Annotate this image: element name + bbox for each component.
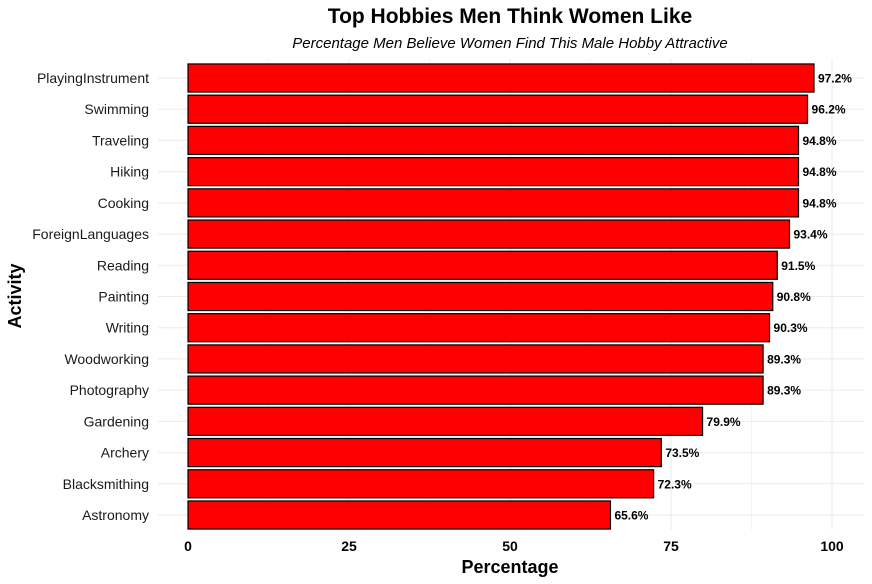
chart-subtitle: Percentage Men Believe Women Find This M… xyxy=(292,35,727,52)
value-label: 72.3% xyxy=(658,477,692,491)
bar xyxy=(187,188,800,218)
labels: PlayingInstrument 97.2% Swimming 96.2% Trave… xyxy=(32,70,852,554)
value-label: 97.2% xyxy=(818,72,852,86)
bar xyxy=(187,219,791,249)
x-axis-title: Percentage xyxy=(461,557,558,577)
value-label: 94.8% xyxy=(803,165,837,179)
value-label: 89.3% xyxy=(767,384,801,398)
bar xyxy=(187,313,771,343)
bar xyxy=(187,406,704,437)
category-label: Swimming xyxy=(84,101,149,117)
category-label: Gardening xyxy=(84,413,149,429)
bar xyxy=(187,281,774,312)
bar xyxy=(187,250,778,280)
bar xyxy=(187,375,764,405)
value-label: 73.5% xyxy=(665,446,699,460)
x-tick-label: 25 xyxy=(341,538,357,554)
value-label: 65.6% xyxy=(614,509,648,523)
value-label: 91.5% xyxy=(781,259,815,273)
category-label: Reading xyxy=(97,257,149,273)
bars xyxy=(187,63,815,530)
category-label: Cooking xyxy=(98,195,149,211)
category-label: Hiking xyxy=(110,164,149,180)
x-tick-label: 75 xyxy=(663,538,679,554)
value-label: 79.9% xyxy=(707,415,741,429)
chart-title: Top Hobbies Men Think Women Like xyxy=(328,5,692,28)
category-label: Astronomy xyxy=(82,507,149,523)
category-label: Writing xyxy=(106,320,149,336)
category-label: Woodworking xyxy=(64,351,149,367)
category-label: Painting xyxy=(98,289,149,305)
value-label: 96.2% xyxy=(812,103,846,117)
value-label: 94.8% xyxy=(803,196,837,210)
bar xyxy=(187,437,662,468)
value-label: 89.3% xyxy=(767,352,801,366)
bar xyxy=(187,500,612,530)
category-label: Archery xyxy=(101,445,149,461)
value-label: 94.8% xyxy=(803,134,837,148)
bar xyxy=(187,94,809,124)
category-label: PlayingInstrument xyxy=(37,70,149,86)
value-label: 90.8% xyxy=(777,290,811,304)
bar xyxy=(187,344,764,374)
x-tick-label: 100 xyxy=(820,538,844,554)
bar xyxy=(187,125,800,156)
category-label: Blacksmithing xyxy=(63,476,149,492)
category-label: Traveling xyxy=(92,132,149,148)
bar xyxy=(187,63,815,93)
category-label: ForeignLanguages xyxy=(32,226,149,242)
category-label: Photography xyxy=(70,382,149,398)
bar xyxy=(187,469,655,499)
x-tick-label: 0 xyxy=(184,538,192,554)
value-label: 93.4% xyxy=(793,228,827,242)
bar xyxy=(187,156,800,187)
x-tick-label: 50 xyxy=(502,538,518,554)
value-label: 90.3% xyxy=(774,321,808,335)
y-axis-title: Activity xyxy=(5,263,25,328)
